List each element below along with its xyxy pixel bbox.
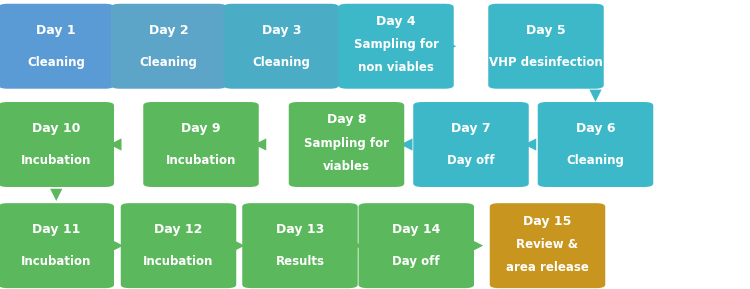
Text: Day 9: Day 9	[182, 122, 220, 135]
Text: Day 11: Day 11	[32, 223, 80, 236]
Text: Day 5: Day 5	[526, 24, 566, 37]
Text: Day off: Day off	[447, 154, 495, 167]
FancyBboxPatch shape	[111, 4, 226, 89]
Text: Sampling for: Sampling for	[353, 38, 439, 51]
Text: Cleaning: Cleaning	[566, 154, 625, 167]
Text: Day off: Day off	[392, 255, 440, 268]
Text: Day 12: Day 12	[154, 223, 203, 236]
Text: Day 15: Day 15	[524, 215, 572, 227]
FancyBboxPatch shape	[289, 102, 404, 187]
Text: Cleaning: Cleaning	[27, 56, 86, 68]
Text: Review &: Review &	[517, 238, 578, 251]
FancyBboxPatch shape	[358, 203, 474, 288]
Text: Day 7: Day 7	[452, 122, 491, 135]
FancyBboxPatch shape	[0, 203, 114, 288]
FancyBboxPatch shape	[0, 4, 114, 89]
Text: Cleaning: Cleaning	[252, 56, 310, 68]
Text: VHP desinfection: VHP desinfection	[489, 56, 603, 68]
Text: Incubation: Incubation	[21, 255, 92, 268]
Text: area release: area release	[506, 261, 589, 274]
Text: Results: Results	[275, 255, 325, 268]
Text: Day 14: Day 14	[392, 223, 440, 236]
FancyBboxPatch shape	[488, 4, 604, 89]
FancyBboxPatch shape	[0, 102, 114, 187]
Text: Day 13: Day 13	[276, 223, 324, 236]
FancyBboxPatch shape	[538, 102, 653, 187]
Text: Sampling for: Sampling for	[304, 137, 389, 149]
FancyBboxPatch shape	[224, 4, 339, 89]
Text: Day 3: Day 3	[262, 24, 301, 37]
Text: viables: viables	[323, 160, 370, 173]
FancyBboxPatch shape	[143, 102, 259, 187]
Text: Day 6: Day 6	[576, 122, 615, 135]
Text: Day 10: Day 10	[32, 122, 80, 135]
FancyBboxPatch shape	[490, 203, 605, 288]
Text: Day 2: Day 2	[149, 24, 188, 37]
Text: Incubation: Incubation	[166, 154, 236, 167]
Text: Day 8: Day 8	[327, 114, 366, 126]
Text: Day 4: Day 4	[376, 15, 416, 28]
Text: Cleaning: Cleaning	[140, 56, 198, 68]
Text: Incubation: Incubation	[143, 255, 214, 268]
FancyBboxPatch shape	[242, 203, 358, 288]
FancyBboxPatch shape	[338, 4, 454, 89]
Text: Day 1: Day 1	[37, 24, 76, 37]
Text: non viables: non viables	[358, 62, 434, 74]
FancyBboxPatch shape	[121, 203, 236, 288]
FancyBboxPatch shape	[413, 102, 529, 187]
Text: Incubation: Incubation	[21, 154, 92, 167]
